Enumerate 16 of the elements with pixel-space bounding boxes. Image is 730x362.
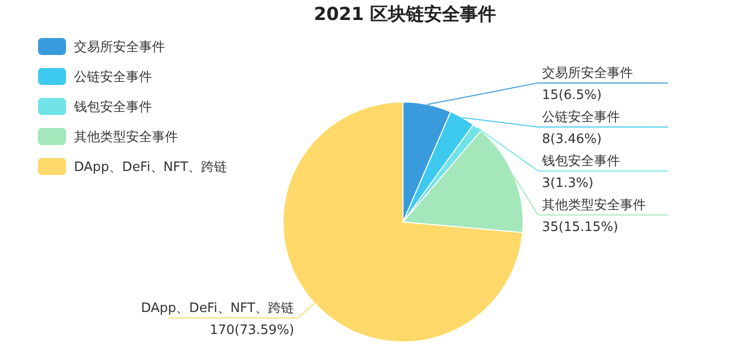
slice-label: 钱包安全事件 [541, 152, 620, 169]
slice-label: 交易所安全事件 [542, 64, 633, 81]
legend-label: DApp、DeFi、NFT、跨链 [74, 160, 228, 175]
legend-label: 公链安全事件 [74, 69, 152, 85]
data-label: 170(73.59%) [210, 322, 294, 338]
legend-label: 钱包安全事件 [73, 99, 152, 115]
data-label: 35(15.15%) [542, 220, 618, 235]
legend-label: 其他类型安全事件 [74, 129, 178, 145]
slice-label: 其他类型安全事件 [542, 196, 646, 213]
legend-label: 交易所安全事件 [74, 39, 165, 55]
data-label: 8(3.46%) [542, 132, 602, 147]
data-label: 15(6.5%) [542, 88, 602, 103]
slice-label: DApp、DeFi、NFT、跨链 [141, 300, 294, 316]
slice-label: 公链安全事件 [542, 108, 620, 125]
data-label: 3(1.3%) [542, 176, 594, 191]
chart-title: 2021 区块链安全事件 [314, 4, 496, 25]
